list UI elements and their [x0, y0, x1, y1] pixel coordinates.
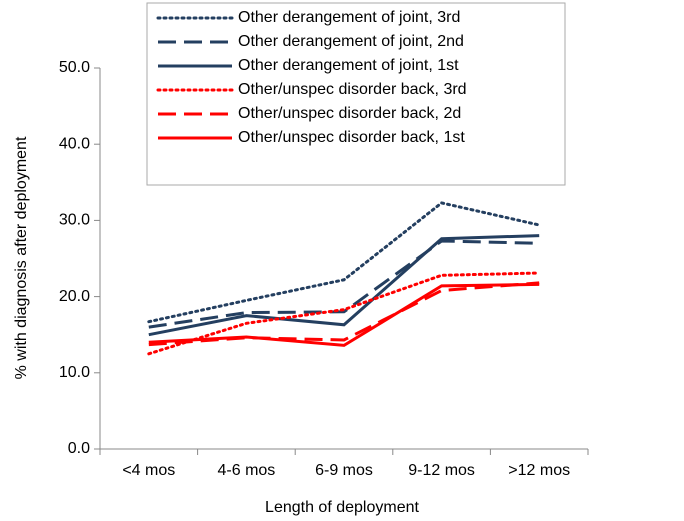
y-tick-label: 20.0 — [59, 288, 90, 305]
x-tick-label: 6-9 mos — [315, 462, 373, 479]
legend-label: Other/unspec disorder back, 3rd — [238, 81, 467, 98]
legend-label: Other derangement of joint, 1st — [238, 57, 459, 74]
y-tick-label: 0.0 — [68, 440, 90, 457]
series-line — [148, 282, 540, 347]
series-line — [148, 234, 540, 337]
legend-label: Other/unspec disorder back, 2d — [238, 105, 461, 122]
x-tick-label: 4-6 mos — [218, 462, 276, 479]
x-tick-label: <4 mos — [122, 462, 175, 479]
x-tick-label: 9-12 mos — [408, 462, 475, 479]
legend-label: Other derangement of joint, 2nd — [238, 33, 464, 50]
x-axis-label: Length of deployment — [265, 499, 419, 516]
y-tick-label: 50.0 — [59, 59, 90, 76]
x-tick-label: >12 mos — [508, 462, 570, 479]
y-axis-label: % with diagnosis after deployment — [13, 136, 30, 379]
legend-label: Other/unspec disorder back, 1st — [238, 129, 465, 146]
legend-label: Other derangement of joint, 3rd — [238, 9, 460, 26]
series-line — [148, 239, 540, 329]
series-line — [147, 271, 541, 356]
series-line — [147, 201, 541, 324]
y-tick-label: 10.0 — [59, 364, 90, 381]
y-tick-label: 30.0 — [59, 212, 90, 229]
legend — [146, 2, 566, 186]
y-tick-label: 40.0 — [59, 135, 90, 152]
